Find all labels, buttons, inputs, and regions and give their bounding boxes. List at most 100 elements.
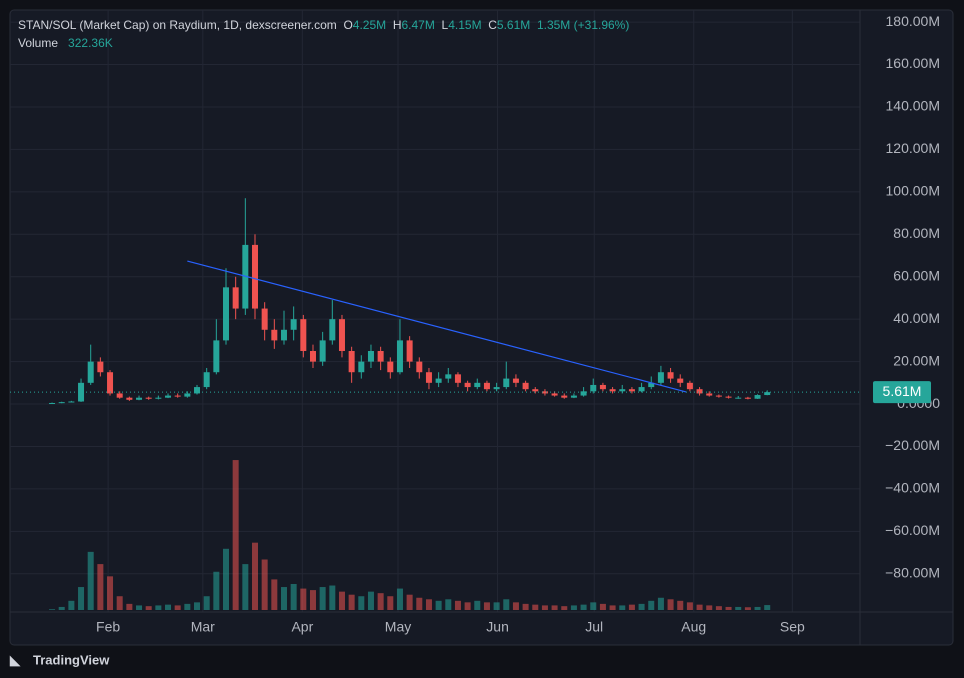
y-tick-label: 20.00M [893, 352, 940, 368]
volume-bar [715, 606, 722, 610]
candle-body [599, 384, 606, 390]
volume-bar [735, 606, 742, 610]
volume-bar [251, 542, 258, 610]
candle-body [223, 287, 230, 341]
volume-bar [551, 605, 558, 610]
volume-bar [435, 600, 442, 610]
brand: TradingView [33, 652, 110, 667]
chart-pane [9, 9, 954, 646]
volume-bar [87, 551, 94, 610]
candle-body [232, 287, 239, 309]
candle-body [648, 382, 655, 388]
y-tick-label: 120.00M [886, 140, 940, 156]
candle-body [184, 393, 191, 397]
candle-body [97, 361, 104, 373]
candle-body [136, 397, 143, 400]
volume-bar [116, 596, 123, 610]
volume-bar [174, 605, 181, 610]
volume-bar [541, 605, 548, 610]
candle-body [309, 350, 316, 362]
candle-body [213, 340, 220, 373]
volume-bar [396, 588, 403, 610]
volume-bar [97, 564, 104, 610]
candle-body [493, 387, 500, 390]
candle-body [116, 393, 123, 398]
volume-bar [454, 600, 461, 610]
candle-body [406, 340, 413, 362]
volume-bar [145, 606, 152, 610]
candle-body [667, 372, 674, 379]
y-tick-label: −20.00M [885, 437, 940, 453]
candle-body [522, 382, 529, 390]
candle-body [416, 361, 423, 373]
change: 1.35M (+31.96%) [536, 18, 630, 32]
candle-body [329, 319, 336, 341]
volume-bar [280, 587, 287, 610]
volume-bar [599, 603, 606, 610]
candle-body [358, 361, 365, 373]
o-value: 4.25M [352, 18, 387, 32]
candle-body [725, 396, 732, 398]
trendline [187, 260, 687, 393]
x-tick-label: Aug [681, 619, 706, 635]
candle-body [715, 395, 722, 397]
volume-bar [165, 604, 172, 610]
candle-body [435, 378, 442, 383]
volume-bar [387, 596, 394, 610]
candle-body [155, 397, 162, 399]
candle-body [570, 395, 577, 398]
candle-body [464, 382, 471, 388]
candle-body [290, 319, 297, 330]
candle-body [174, 395, 181, 397]
candle-body [203, 372, 210, 388]
volume-bar [445, 599, 452, 610]
candle-body [107, 372, 114, 394]
x-tick-label: Mar [191, 619, 215, 635]
volume-bar [686, 602, 693, 610]
candle-body [532, 389, 539, 392]
volume-bar [58, 606, 65, 610]
volume-bar [561, 606, 568, 610]
y-tick-label: 60.00M [893, 267, 940, 283]
x-tick-label: May [385, 619, 411, 635]
candle-body [338, 319, 345, 351]
volume-bar [300, 588, 307, 610]
volume-bar [425, 599, 432, 610]
volume-bar [609, 605, 616, 610]
volume-bar [648, 600, 655, 610]
candle-body [271, 329, 278, 341]
volume-bar [619, 605, 626, 610]
candle-body [580, 391, 587, 396]
x-tick-label: Feb [96, 619, 120, 635]
volume-bar [512, 602, 519, 610]
candle-body [280, 329, 287, 341]
last-price-label: 5.61M [883, 383, 922, 399]
candle-body [300, 319, 307, 351]
candle-body [145, 397, 152, 399]
x-tick-label: Apr [291, 619, 313, 635]
h-value: 6.47M [401, 18, 435, 32]
volume-bar [223, 548, 230, 610]
volume-bar [638, 603, 645, 610]
candle-body [483, 382, 490, 390]
candle-body [590, 384, 597, 392]
candle-body [686, 382, 693, 390]
candle-body [619, 389, 626, 392]
title: STAN/SOL (Market Cap) on Raydium, 1D, de… [18, 18, 337, 32]
candle-body [68, 401, 75, 403]
y-tick-label: 180.00M [886, 13, 940, 29]
candle-body [78, 382, 85, 402]
candle-body [49, 402, 56, 404]
volume-bar [194, 602, 201, 610]
volume-bar [764, 605, 771, 610]
volume-bar [155, 605, 162, 610]
volume-bar [184, 603, 191, 610]
y-tick-label: −40.00M [885, 480, 940, 496]
y-tick-label: 80.00M [893, 225, 940, 241]
candle-body [165, 395, 172, 398]
volume-bar [309, 590, 316, 610]
volume-bar [49, 609, 56, 610]
volume-label: Volume [18, 36, 59, 50]
volume-bar [532, 604, 539, 610]
volume-bar [744, 607, 751, 610]
